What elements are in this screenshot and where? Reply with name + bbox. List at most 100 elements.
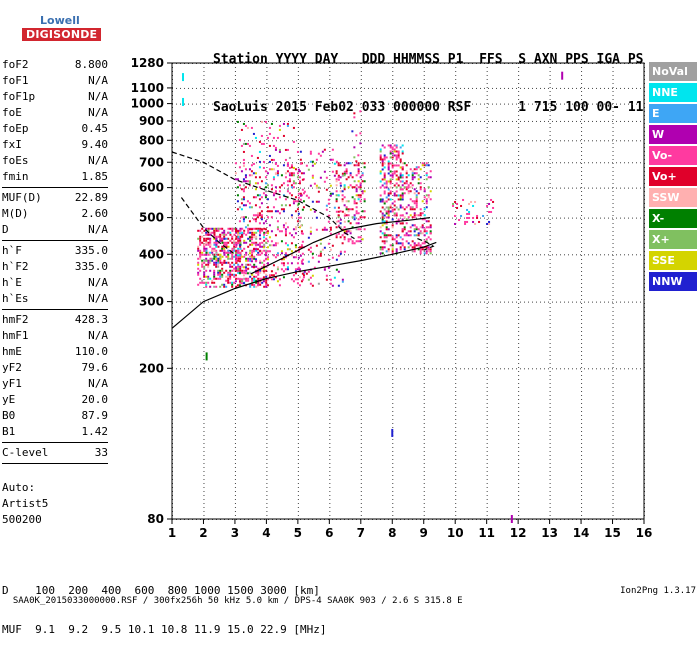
echo-point [257,194,259,196]
echo-point [219,258,221,260]
grid-dot [266,295,267,296]
grid-dot [235,203,236,204]
y-tick-label: 1000 [131,97,164,111]
grid-dot [592,88,593,89]
grid-dot [424,135,425,136]
grid-dot [550,131,551,132]
echo-point [241,145,243,147]
grid-dot [632,162,633,163]
grid-dot [640,254,641,255]
grid-dot [200,104,201,105]
echo-point [197,250,199,252]
grid-dot [588,188,589,189]
grid-dot [492,104,493,105]
echo-point [344,221,346,223]
grid-dot [298,443,299,444]
grid-dot [640,104,641,105]
grid-dot [298,363,299,364]
echo-point [231,270,233,272]
echo-point [380,200,382,202]
grid-dot [424,443,425,444]
grid-dot [304,162,305,163]
grid-dot [208,188,209,189]
grid-dot [292,88,293,89]
grid-dot [328,302,329,303]
grid-dot [424,399,425,400]
grid-dot [455,203,456,204]
grid-dot [329,359,330,360]
echo-point [271,230,273,232]
echo-point [330,283,332,285]
grid-dot [376,302,377,303]
grid-dot [632,140,633,141]
echo-point [406,212,408,214]
grid-dot [487,375,488,376]
echo-point [356,174,358,176]
echo-point [233,274,235,276]
grid-dot [266,203,267,204]
echo-point [207,242,209,244]
grid-dot [524,88,525,89]
grid-dot [581,167,582,168]
grid-dot [272,121,273,122]
echo-point [231,230,233,232]
echo-point [249,145,251,147]
grid-dot [532,218,533,219]
grid-dot [220,218,221,219]
grid-dot [312,140,313,141]
grid-dot [487,295,488,296]
grid-dot [452,218,453,219]
grid-dot [487,231,488,232]
y-tick-label: 300 [139,295,164,309]
echo-point [235,280,237,282]
echo-point [358,222,360,224]
echo-point [221,270,223,272]
grid-dot [235,219,236,220]
grid-dot [613,327,614,328]
grid-dot [252,121,253,122]
grid-dot [329,459,330,460]
grid-dot [329,175,330,176]
echo-point [386,206,388,208]
grid-dot [236,302,237,303]
echo-point [237,258,239,260]
echo-point [223,286,225,288]
grid-dot [572,104,573,105]
echo-point [398,164,400,166]
echo-point [297,172,299,174]
echo-point [269,168,271,170]
grid-dot [518,195,519,196]
grid-dot [203,167,204,168]
echo-point [211,250,213,252]
grid-dot [392,427,393,428]
grid-dot [628,218,629,219]
grid-dot [248,121,249,122]
grid-dot [487,187,488,188]
echo-point [253,242,255,244]
grid-dot [180,88,181,89]
echo-point [245,168,247,170]
grid-dot [613,139,614,140]
grid-dot [550,127,551,128]
grid-dot [581,279,582,280]
grid-dot [550,395,551,396]
echo-point [259,228,261,230]
echo-point [356,194,358,196]
grid-dot [581,415,582,416]
grid-dot [235,99,236,100]
grid-dot [392,283,393,284]
grid-dot [284,104,285,105]
grid-dot [329,167,330,168]
grid-dot [487,99,488,100]
grid-dot [612,302,613,303]
grid-dot [228,162,229,163]
grid-dot [452,121,453,122]
grid-dot [487,159,488,160]
grid-dot [329,339,330,340]
echo-point [306,195,308,197]
grid-dot [455,275,456,276]
grid-dot [613,263,614,264]
echo-point [291,194,293,196]
grid-dot [600,368,601,369]
grid-dot [396,140,397,141]
